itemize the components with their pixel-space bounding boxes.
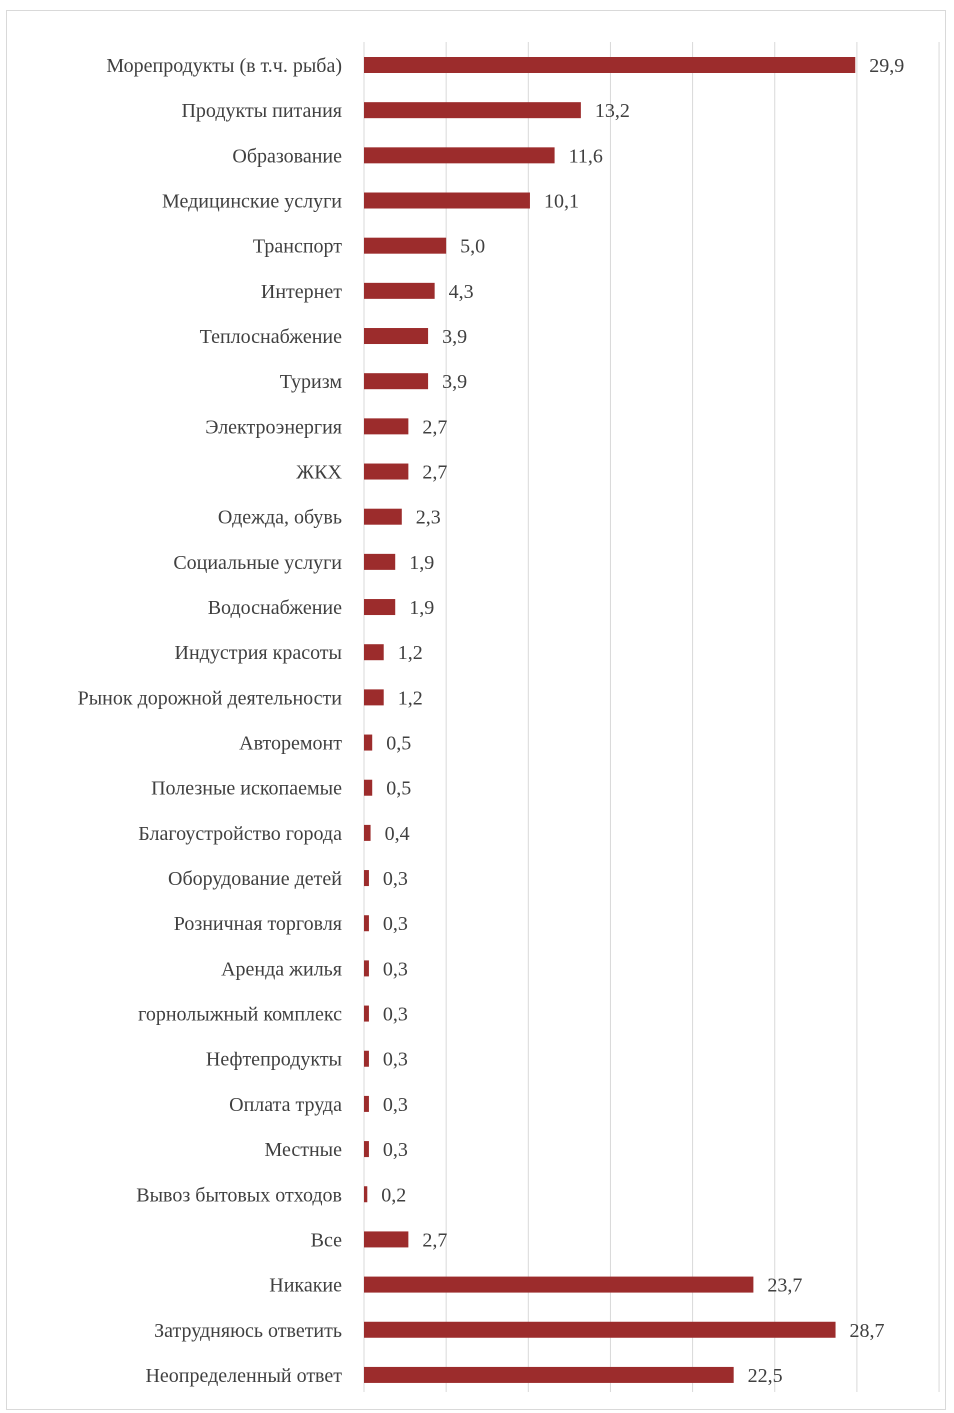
data-label: 1,9 xyxy=(409,552,434,574)
bar xyxy=(364,1321,836,1338)
bar xyxy=(364,237,447,254)
category-label: Рынок дорожной деятельности xyxy=(78,687,343,709)
data-label: 28,7 xyxy=(850,1320,885,1342)
category-label: Одежда, обувь xyxy=(218,507,342,529)
data-label: 3,9 xyxy=(442,371,467,393)
bar xyxy=(364,734,373,751)
bar xyxy=(364,102,581,119)
data-label: 2,7 xyxy=(422,462,447,484)
data-label: 0,3 xyxy=(383,1094,408,1116)
bar xyxy=(364,824,371,841)
bar xyxy=(364,644,384,661)
category-label: Никакие xyxy=(269,1275,342,1297)
data-label: 5,0 xyxy=(460,236,485,258)
category-label: Розничная торговля xyxy=(174,913,342,935)
bar xyxy=(364,1095,369,1112)
bar xyxy=(364,1366,734,1383)
data-label: 0,3 xyxy=(383,868,408,890)
category-label: Водоснабжение xyxy=(208,597,342,619)
category-label: Интернет xyxy=(261,281,342,303)
data-label: 1,2 xyxy=(398,642,423,664)
data-label: 22,5 xyxy=(748,1365,783,1387)
gridlines xyxy=(363,42,940,1392)
data-label: 0,4 xyxy=(385,823,410,845)
data-label: 0,3 xyxy=(383,913,408,935)
category-label: Полезные ископаемые xyxy=(151,778,342,800)
category-label: Продукты питания xyxy=(181,100,342,122)
data-label: 0,3 xyxy=(383,1139,408,1161)
chart-frame xyxy=(6,10,946,1410)
bar xyxy=(364,1005,369,1022)
category-label: Морепродукты (в т.ч. рыба) xyxy=(106,55,342,77)
bar xyxy=(364,915,369,932)
value-labels: 29,9 13,2 11,6 10,1 5,0 4,3 3,9 3,9 2,7 2,7 2,3 1,9… xyxy=(381,55,904,1387)
data-label: 0,3 xyxy=(383,1004,408,1026)
bar xyxy=(364,553,396,570)
category-label: Затрудняюсь ответить xyxy=(154,1320,342,1342)
bar xyxy=(364,599,396,616)
bar xyxy=(364,147,555,164)
category-label: Электроэнергия xyxy=(205,416,342,438)
data-label: 2,7 xyxy=(422,416,447,438)
bars xyxy=(364,57,856,1383)
bar xyxy=(364,1050,369,1067)
bar xyxy=(364,689,384,706)
data-label: 0,3 xyxy=(383,1049,408,1071)
bar xyxy=(364,328,429,345)
data-label: 10,1 xyxy=(544,191,579,213)
bar xyxy=(364,508,402,525)
data-label: 13,2 xyxy=(595,100,630,122)
category-label: Вывоз бытовых отходов xyxy=(136,1184,342,1206)
category-label: Благоустройство города xyxy=(138,823,342,845)
data-label: 1,9 xyxy=(409,597,434,619)
data-label: 0,2 xyxy=(381,1184,406,1206)
category-label: Нефтепродукты xyxy=(206,1049,342,1071)
category-label: Местные xyxy=(264,1139,342,1161)
category-label: Оплата труда xyxy=(229,1094,342,1116)
bar xyxy=(364,282,435,299)
category-label: Социальные услуги xyxy=(173,552,342,574)
bar xyxy=(364,1276,754,1293)
data-label: 1,2 xyxy=(398,687,423,709)
category-label: Медицинские услуги xyxy=(162,191,342,213)
data-label: 11,6 xyxy=(569,145,603,167)
category-labels: Морепродукты (в т.ч. рыба) Продукты питан… xyxy=(78,55,343,1387)
data-label: 0,5 xyxy=(386,733,411,755)
category-label: Туризм xyxy=(280,371,343,393)
data-label: 4,3 xyxy=(449,281,474,303)
category-label: Образование xyxy=(232,145,342,167)
category-label: ЖКХ xyxy=(296,462,342,484)
bar xyxy=(364,960,369,977)
data-label: 0,3 xyxy=(383,958,408,980)
data-label: 3,9 xyxy=(442,326,467,348)
bar xyxy=(364,1186,368,1203)
bar xyxy=(364,779,373,796)
category-label: Теплоснабжение xyxy=(200,326,342,348)
bar xyxy=(364,57,856,73)
bar xyxy=(364,463,409,480)
bar xyxy=(364,1141,369,1158)
data-label: 2,7 xyxy=(422,1229,447,1251)
bar xyxy=(364,870,369,887)
bar xyxy=(364,192,530,209)
data-label: 2,3 xyxy=(416,507,441,529)
category-label: горнолыжный комплекс xyxy=(138,1004,342,1026)
data-label: 23,7 xyxy=(767,1275,802,1297)
bar xyxy=(364,418,409,435)
category-label: Неопределенный ответ xyxy=(145,1365,342,1387)
bar xyxy=(364,1231,409,1248)
data-label: 0,5 xyxy=(386,778,411,800)
category-label: Все xyxy=(311,1229,342,1251)
category-label: Аренда жилья xyxy=(221,958,342,980)
data-label: 29,9 xyxy=(869,55,904,77)
category-label: Индустрия красоты xyxy=(175,642,342,664)
bar xyxy=(364,373,429,390)
category-label: Транспорт xyxy=(253,236,342,258)
category-label: Авторемонт xyxy=(239,733,342,755)
category-label: Оборудование детей xyxy=(168,868,342,890)
